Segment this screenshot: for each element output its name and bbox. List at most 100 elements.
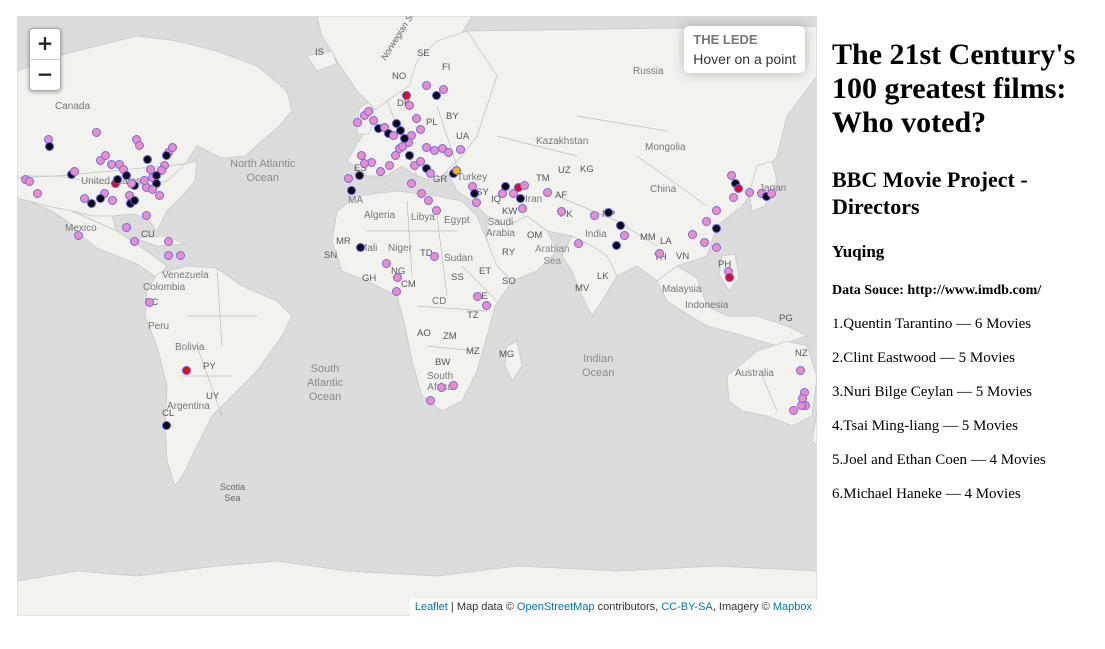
- map-point[interactable]: [712, 206, 721, 215]
- map-point[interactable]: [356, 243, 365, 252]
- map-point[interactable]: [353, 118, 362, 127]
- map-point[interactable]: [712, 224, 721, 233]
- map-point[interactable]: [416, 157, 425, 166]
- map-point[interactable]: [398, 142, 407, 151]
- map-point[interactable]: [472, 198, 481, 207]
- map-point[interactable]: [45, 142, 54, 151]
- map-point[interactable]: [725, 273, 734, 282]
- map-point[interactable]: [108, 196, 117, 205]
- map-point[interactable]: [482, 301, 491, 310]
- map-point[interactable]: [130, 237, 139, 246]
- map-point[interactable]: [369, 116, 378, 125]
- map-point[interactable]: [432, 206, 441, 215]
- map-point[interactable]: [135, 141, 144, 150]
- map-point[interactable]: [140, 176, 149, 185]
- map-point[interactable]: [470, 189, 479, 198]
- map-point[interactable]: [729, 193, 738, 202]
- map-point[interactable]: [516, 194, 525, 203]
- map-point[interactable]: [520, 181, 529, 190]
- map-point[interactable]: [162, 151, 171, 160]
- map-point[interactable]: [391, 151, 400, 160]
- map-point[interactable]: [347, 186, 356, 195]
- map-point[interactable]: [127, 179, 136, 188]
- mapbox-link[interactable]: Mapbox: [772, 601, 812, 613]
- map-point[interactable]: [424, 196, 433, 205]
- map-point[interactable]: [655, 249, 664, 258]
- leaflet-link[interactable]: Leaflet: [414, 601, 448, 613]
- map-point[interactable]: [543, 188, 552, 197]
- map-point[interactable]: [385, 161, 394, 170]
- map-point[interactable]: [798, 394, 807, 403]
- map-point[interactable]: [620, 231, 629, 240]
- map-point[interactable]: [164, 237, 173, 246]
- map-point[interactable]: [426, 169, 435, 178]
- map-point[interactable]: [360, 159, 369, 168]
- map-point[interactable]: [437, 383, 446, 392]
- map-point[interactable]: [393, 273, 402, 282]
- map-point[interactable]: [392, 119, 401, 128]
- map-point[interactable]: [557, 207, 566, 216]
- map-point[interactable]: [789, 406, 798, 415]
- map-point[interactable]: [382, 259, 391, 268]
- map-point[interactable]: [157, 166, 166, 175]
- map-point[interactable]: [74, 231, 83, 240]
- zoom-out-button[interactable]: −: [30, 59, 60, 90]
- map-point[interactable]: [444, 148, 453, 157]
- map-point[interactable]: [501, 182, 510, 191]
- map-point[interactable]: [412, 114, 421, 123]
- map-point[interactable]: [745, 188, 754, 197]
- map-point[interactable]: [430, 252, 439, 261]
- map-point[interactable]: [407, 179, 416, 188]
- map-point[interactable]: [734, 184, 743, 193]
- map-point[interactable]: [164, 251, 173, 260]
- map-point[interactable]: [389, 131, 398, 140]
- map-point[interactable]: [432, 91, 441, 100]
- map-point[interactable]: [767, 189, 776, 198]
- map-point[interactable]: [87, 199, 96, 208]
- map-point[interactable]: [417, 189, 426, 198]
- map-point[interactable]: [155, 191, 164, 200]
- map-point[interactable]: [702, 217, 711, 226]
- zoom-in-button[interactable]: +: [36, 31, 54, 55]
- map-point[interactable]: [376, 167, 385, 176]
- map-point[interactable]: [145, 298, 154, 307]
- map-point[interactable]: [616, 221, 625, 230]
- map-point[interactable]: [604, 208, 613, 217]
- map-point[interactable]: [33, 189, 42, 198]
- map-point[interactable]: [25, 177, 34, 186]
- map-point[interactable]: [473, 292, 482, 301]
- map-point[interactable]: [142, 211, 151, 220]
- map-point[interactable]: [168, 143, 177, 152]
- map-point[interactable]: [364, 107, 373, 116]
- map-point[interactable]: [392, 287, 401, 296]
- map-point[interactable]: [130, 196, 139, 205]
- map-point[interactable]: [422, 81, 431, 90]
- map-point[interactable]: [122, 171, 131, 180]
- map-point[interactable]: [416, 125, 425, 134]
- map-point[interactable]: [518, 204, 527, 213]
- map-point[interactable]: [590, 211, 599, 220]
- map-point[interactable]: [70, 167, 79, 176]
- map-point[interactable]: [405, 101, 414, 110]
- map-point[interactable]: [574, 239, 583, 248]
- map-point[interactable]: [92, 128, 101, 137]
- map-point[interactable]: [452, 166, 461, 175]
- map-point[interactable]: [182, 366, 191, 375]
- license-link[interactable]: CC-BY-SA: [661, 601, 713, 613]
- map-point[interactable]: [509, 189, 518, 198]
- map-point[interactable]: [405, 151, 414, 160]
- map-point[interactable]: [148, 185, 157, 194]
- osm-link[interactable]: OpenStreetMap: [516, 601, 595, 613]
- map-point[interactable]: [113, 175, 122, 184]
- map-point[interactable]: [80, 194, 89, 203]
- map-point[interactable]: [355, 171, 364, 180]
- world-map[interactable]: Canada United States Mexico CU Venezuela…: [17, 16, 817, 616]
- map-point[interactable]: [796, 366, 805, 375]
- map-point[interactable]: [96, 194, 105, 203]
- map-point[interactable]: [426, 396, 435, 405]
- map-point[interactable]: [688, 230, 697, 239]
- map-point[interactable]: [439, 85, 448, 94]
- map-point[interactable]: [402, 91, 411, 100]
- map-point[interactable]: [162, 421, 171, 430]
- map-point[interactable]: [712, 243, 721, 252]
